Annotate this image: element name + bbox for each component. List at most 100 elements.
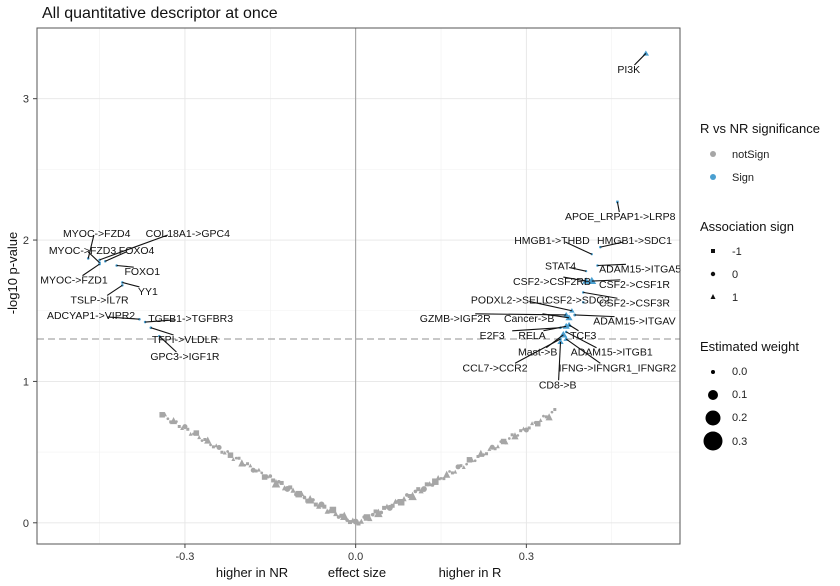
label-leader-line	[158, 335, 177, 353]
bg-point	[288, 485, 293, 490]
label-leader-line	[106, 284, 123, 296]
bg-point	[507, 437, 511, 440]
bg-point	[200, 439, 204, 443]
label-leader-line	[514, 338, 561, 364]
point-label: MYOC->FZD4	[63, 228, 131, 240]
legend-association-title: Association sign	[700, 219, 794, 234]
legend-assoc-zero-label: 0	[732, 269, 738, 281]
bg-point	[450, 471, 454, 475]
bg-point	[193, 430, 200, 436]
legend-weight-2-label: 0.2	[732, 412, 747, 424]
label-leader-line	[107, 316, 140, 320]
label-leader-line	[591, 279, 621, 282]
label-leader-line	[565, 241, 593, 255]
bg-point	[443, 470, 451, 478]
sig-point	[581, 300, 585, 304]
plot-panel: PI3K APOE_LRPAP1->LRP8 HMGB1->SDC1 HMGB1->T…	[23, 27, 681, 563]
bg-point	[182, 424, 188, 430]
bg-point	[493, 447, 497, 451]
legend-weight-0-key	[711, 370, 715, 374]
bg-point	[163, 412, 167, 417]
bg-point	[373, 509, 378, 514]
label-leader-line	[583, 291, 618, 299]
legend-assoc-neg-label: -1	[732, 246, 742, 258]
bg-point	[382, 505, 387, 510]
bg-point	[265, 474, 270, 479]
point-label: Cancer->B	[504, 313, 554, 325]
bg-point	[356, 521, 361, 526]
label-leader-line	[99, 234, 168, 261]
legend-weight-2-key	[705, 410, 721, 426]
legend-sign-label: Sign	[732, 172, 754, 184]
y-tick-label: 1	[23, 376, 29, 388]
label-leader-line	[543, 325, 567, 332]
sig-point	[557, 338, 564, 344]
legend-assoc-pos-label: 1	[732, 292, 738, 304]
x-axis-title: effect size	[328, 565, 386, 580]
bg-point	[519, 429, 523, 433]
bg-point	[248, 463, 253, 468]
label-leader-line	[87, 234, 95, 259]
legend-weight-1-label: 0.1	[732, 389, 747, 401]
point-label: CSF2->SDC2	[545, 294, 610, 306]
point-label: HMGB1->THBD	[514, 235, 590, 247]
point-label: RELA	[518, 330, 545, 342]
bg-point	[243, 463, 247, 467]
bg-point	[542, 414, 545, 418]
bg-point	[465, 462, 468, 466]
bg-point	[347, 520, 352, 525]
point-label: CSF2->CSF3R	[599, 297, 670, 309]
label-leader-line	[105, 251, 127, 262]
bg-point	[453, 469, 458, 474]
y-tick-label: 0	[23, 518, 29, 530]
bg-point	[487, 446, 492, 451]
bg-point	[374, 508, 383, 518]
bg-point	[188, 431, 193, 436]
bg-point	[203, 437, 207, 441]
bg-point	[159, 412, 165, 418]
bg-point	[246, 462, 250, 466]
bg-point	[397, 499, 405, 506]
legend-notsign-key	[710, 151, 716, 157]
bg-point	[329, 506, 337, 514]
bg-point	[222, 450, 227, 455]
legend-weight-1-key	[708, 390, 718, 400]
legend-significance-title: R vs NR significance	[700, 121, 820, 136]
label-leader-line	[568, 266, 587, 272]
bg-point	[169, 420, 173, 424]
label-leader-line	[568, 324, 579, 332]
point-label: CSF2->CSF2RB	[513, 276, 591, 288]
point-label: GZMB->IGF2R	[420, 313, 491, 325]
bg-point	[295, 490, 303, 498]
bg-point	[363, 514, 371, 521]
x-tick-label: 0.0	[348, 551, 363, 563]
bg-point	[432, 478, 439, 485]
bg-point	[466, 457, 473, 463]
x-tick-label: 0.3	[519, 551, 534, 563]
bg-point	[220, 450, 224, 454]
legend-square-key	[711, 249, 715, 253]
bg-point	[322, 504, 327, 509]
label-leader-line	[512, 327, 561, 332]
bg-point	[316, 503, 322, 509]
bg-point	[339, 513, 344, 518]
bg-point	[290, 487, 296, 493]
bg-point	[211, 445, 215, 449]
point-label: MYOC->FZD3	[49, 245, 117, 257]
bg-point	[553, 408, 557, 412]
bg-point	[186, 427, 190, 431]
point-label: Mast->B	[518, 347, 557, 359]
point-label: CCL7->CCR2	[463, 362, 528, 374]
bg-point	[311, 498, 315, 502]
bg-point	[530, 421, 535, 426]
y-axis-title: -log10 p-value	[5, 232, 20, 314]
bg-point	[234, 456, 238, 460]
bg-point	[510, 433, 514, 437]
legend-circle-key	[710, 271, 716, 277]
chart-title: All quantitative descriptor at once	[42, 5, 278, 22]
x-axis-left-label: higher in NR	[216, 565, 288, 580]
legend-triangle-key	[710, 294, 716, 299]
bg-point	[261, 474, 268, 480]
point-label: GPC3->IGF1R	[150, 351, 220, 363]
bg-point	[279, 480, 284, 485]
